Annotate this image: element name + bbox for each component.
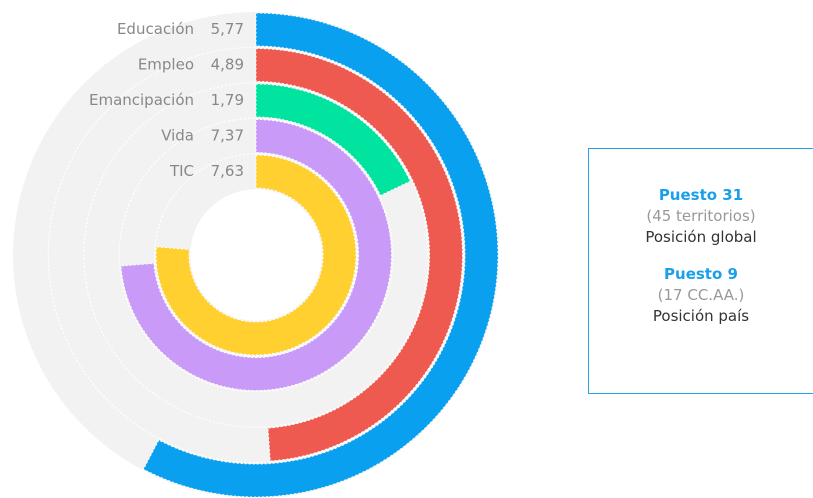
- category-label: Empleo: [138, 56, 194, 74]
- radial-bar: [120, 118, 392, 391]
- category-label: Educación: [117, 20, 194, 38]
- track-edge: [118, 117, 394, 393]
- radial-bar: [155, 154, 357, 356]
- label: Posición global: [645, 228, 757, 246]
- value-label: 5,77: [211, 20, 244, 38]
- label: Posición país: [652, 307, 750, 325]
- value-label: 4,89: [211, 56, 244, 74]
- value-label: 1,79: [211, 91, 244, 109]
- rank: Puesto 31: [658, 186, 744, 204]
- scope: (17 CC.AA.): [657, 286, 745, 304]
- track-edge: [83, 82, 429, 428]
- value-label: 7,63: [211, 162, 244, 180]
- radial-bar: [255, 47, 463, 462]
- track-edge: [47, 46, 465, 464]
- scope: (45 territorios): [646, 207, 756, 225]
- track-edge: [154, 153, 358, 357]
- radial-bar: [255, 83, 411, 197]
- category-label: Emancipación: [89, 91, 194, 109]
- track-edge: [12, 11, 500, 498]
- rank-panel: Puesto 31 (45 territorios) Posición glob…: [588, 148, 813, 394]
- category-label: Vida: [161, 127, 194, 145]
- radial-bar: [142, 12, 499, 498]
- rank: Puesto 9: [664, 265, 738, 283]
- country-group: Puesto 9 (17 CC.AA.) Posición país: [589, 264, 813, 327]
- value-label: 7,37: [211, 127, 244, 145]
- category-label: TIC: [169, 162, 194, 180]
- global-group: Puesto 31 (45 territorios) Posición glob…: [589, 185, 813, 248]
- chart: 5,77 Educación 4,89 Empleo 1,79 Emancipación 7…: [12, 11, 500, 498]
